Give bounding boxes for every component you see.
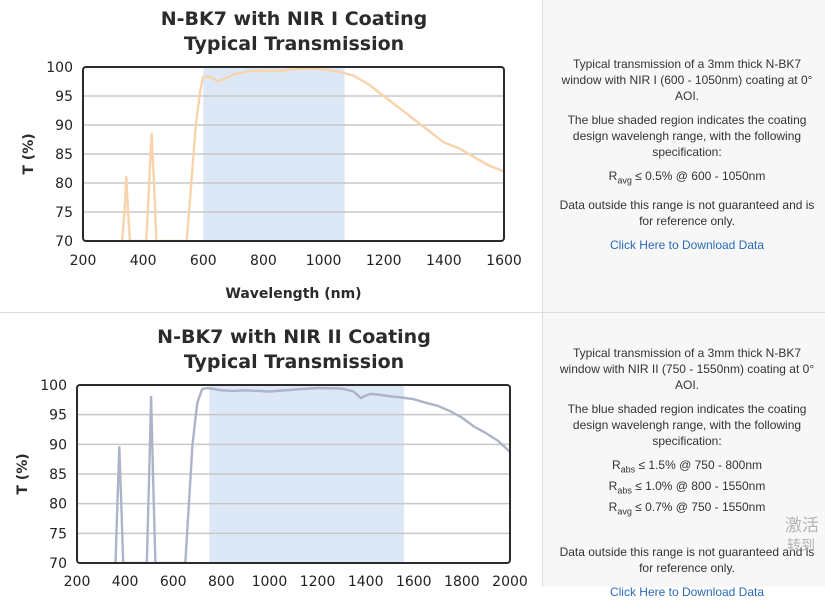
chart1-y-axis-label: T (%) <box>21 133 37 174</box>
chart2-ytick-label: 80 <box>49 497 67 513</box>
chart1-xtick-label: 400 <box>130 253 157 269</box>
chart2-ytick-label: 70 <box>49 556 67 572</box>
chart2-title: N-BK7 with NIR II Coating <box>157 326 431 348</box>
chart2-xtick-label: 600 <box>160 574 187 587</box>
chart-row-1: N-BK7 with NIR I Coating Typical Transmis… <box>0 0 825 313</box>
spec-list-2: Rabs ≤ 1.5% @ 750 - 800nm Rabs ≤ 1.0% @ 8… <box>553 457 821 520</box>
description-1: Typical transmission of a 3mm thick N-BK… <box>561 57 813 103</box>
watermark-line-1: 激活 <box>785 516 819 535</box>
chart2-xtick-label: 1200 <box>300 574 336 587</box>
chart1-ytick-label: 70 <box>55 234 73 250</box>
panel1-spec-0: Ravg ≤ 0.5% @ 600 - 1050nm <box>608 169 766 186</box>
chart2-xtick-label: 400 <box>112 574 139 587</box>
chart2-y-axis-label: T (%) <box>15 453 31 494</box>
chart1-xtick-label: 800 <box>250 253 277 269</box>
chart1-ytick-label: 80 <box>55 176 73 192</box>
chart2-xtick-label: 200 <box>64 574 91 587</box>
chart2-ytick-label: 90 <box>49 437 67 453</box>
spec-list-1: Ravg ≤ 0.5% @ 600 - 1050nm <box>553 168 821 189</box>
chart-2: N-BK7 with NIR II Coating Typical Transmi… <box>15 326 528 587</box>
chart2-plot-frame <box>76 384 511 564</box>
chart-panel-2: N-BK7 with NIR II Coating Typical Transmi… <box>0 313 543 587</box>
panel2-spec-2: Ravg ≤ 0.7% @ 750 - 1550nm <box>608 499 766 517</box>
chart2-xtick-label: 800 <box>208 574 235 587</box>
chart1-xtick-label: 1000 <box>306 253 342 269</box>
info-text-1: Typical transmission of a 3mm thick N-BK… <box>553 56 821 261</box>
chart1-subtitle: Typical Transmission <box>184 33 404 55</box>
chart2-ytick-label: 95 <box>49 408 67 424</box>
chart2-ytick-label: 85 <box>49 467 67 483</box>
disclaimer-1: Data outside this range is not guarantee… <box>559 197 815 228</box>
chart2-subtitle: Typical Transmission <box>184 351 404 373</box>
chart1-ytick-label: 85 <box>55 147 73 163</box>
info-text-2: Typical transmission of a 3mm thick N-BK… <box>553 345 821 608</box>
info-panel-2: Typical transmission of a 3mm thick N-BK… <box>543 313 825 599</box>
chart1-ytick-label: 75 <box>55 205 73 221</box>
chart-row-2: N-BK7 with NIR II Coating Typical Transmi… <box>0 313 825 599</box>
chart1-x-axis-label: Wavelength (nm) <box>225 286 361 302</box>
chart2-series-line <box>114 386 510 563</box>
chart2-xtick-label: 1400 <box>348 574 384 587</box>
chart1-ytick-label: 100 <box>46 60 73 76</box>
chart-panel-1: N-BK7 with NIR I Coating Typical Transmis… <box>0 0 543 312</box>
chart1-ytick-label: 95 <box>55 89 73 105</box>
chart1-xtick-label: 1600 <box>486 253 522 269</box>
shading-note-1: The blue shaded region indicates the coa… <box>567 113 807 159</box>
chart1-xtick-label: 1400 <box>426 253 462 269</box>
panel2-spec-1: Rabs ≤ 1.0% @ 800 - 1550nm <box>608 478 766 496</box>
chart1-plot-frame <box>82 66 505 242</box>
chart2-xtick-label: 1600 <box>396 574 432 587</box>
chart1-series-line <box>120 67 504 241</box>
info-panel-1: Typical transmission of a 3mm thick N-BK… <box>543 0 825 312</box>
chart1-xtick-label: 600 <box>190 253 217 269</box>
download-data-link-1[interactable]: Click Here to Download Data <box>609 237 765 252</box>
disclaimer-2: Data outside this range is not guarantee… <box>559 544 815 575</box>
panel2-spec-0: Rabs ≤ 1.5% @ 750 - 800nm <box>611 458 763 475</box>
chart1-ytick-label: 90 <box>55 118 73 134</box>
chart2-xtick-label: 2000 <box>492 574 528 587</box>
chart1-title: N-BK7 with NIR I Coating <box>161 8 428 30</box>
chart1-xtick-label: 1200 <box>366 253 402 269</box>
chart2-xtick-label: 1800 <box>444 574 480 587</box>
shading-note-2: The blue shaded region indicates the coa… <box>567 402 807 448</box>
chart1-xtick-label: 200 <box>70 253 97 269</box>
chart2-ytick-label: 100 <box>40 378 67 394</box>
watermark-line-2: 转到 <box>787 537 815 553</box>
chart2-ytick-label: 75 <box>49 526 67 542</box>
chart2-xtick-label: 1000 <box>252 574 288 587</box>
download-data-link-2[interactable]: Click Here to Download Data <box>609 584 765 599</box>
description-2: Typical transmission of a 3mm thick N-BK… <box>559 346 815 392</box>
chart-1: N-BK7 with NIR I Coating Typical Transmis… <box>21 8 522 302</box>
